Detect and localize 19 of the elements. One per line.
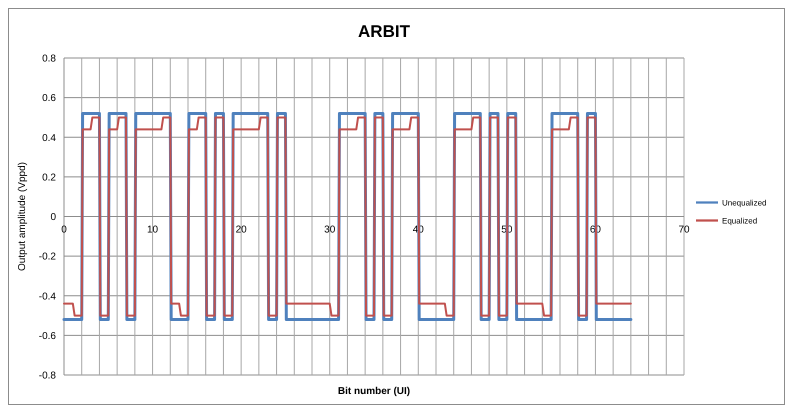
y-tick-label: 0.8 bbox=[42, 54, 56, 64]
legend-label: Equalized bbox=[722, 216, 758, 226]
x-tick-label: 20 bbox=[236, 224, 248, 236]
y-axis-title: Output amplitude (Vppd) bbox=[17, 162, 28, 271]
y-tick-label: -0.6 bbox=[38, 330, 56, 342]
x-tick-label: 30 bbox=[324, 224, 336, 236]
y-tick-label: -0.8 bbox=[38, 370, 56, 382]
x-tick-label: 10 bbox=[147, 224, 159, 236]
y-tick-label: 0.2 bbox=[42, 172, 56, 184]
x-tick-label: 70 bbox=[678, 224, 690, 236]
x-axis-title: Bit number (UI) bbox=[338, 386, 410, 397]
y-tick-label: -0.4 bbox=[38, 291, 56, 302]
x-tick-label: 0 bbox=[61, 224, 68, 236]
chart-title: ARBIT bbox=[358, 22, 411, 41]
legend-label: Unequalized bbox=[722, 198, 766, 208]
y-tick-label: 0.4 bbox=[42, 132, 56, 144]
y-tick-label: 0.6 bbox=[42, 93, 56, 104]
y-tick-label: -0.2 bbox=[38, 252, 56, 263]
y-tick-label: 0 bbox=[50, 212, 56, 223]
